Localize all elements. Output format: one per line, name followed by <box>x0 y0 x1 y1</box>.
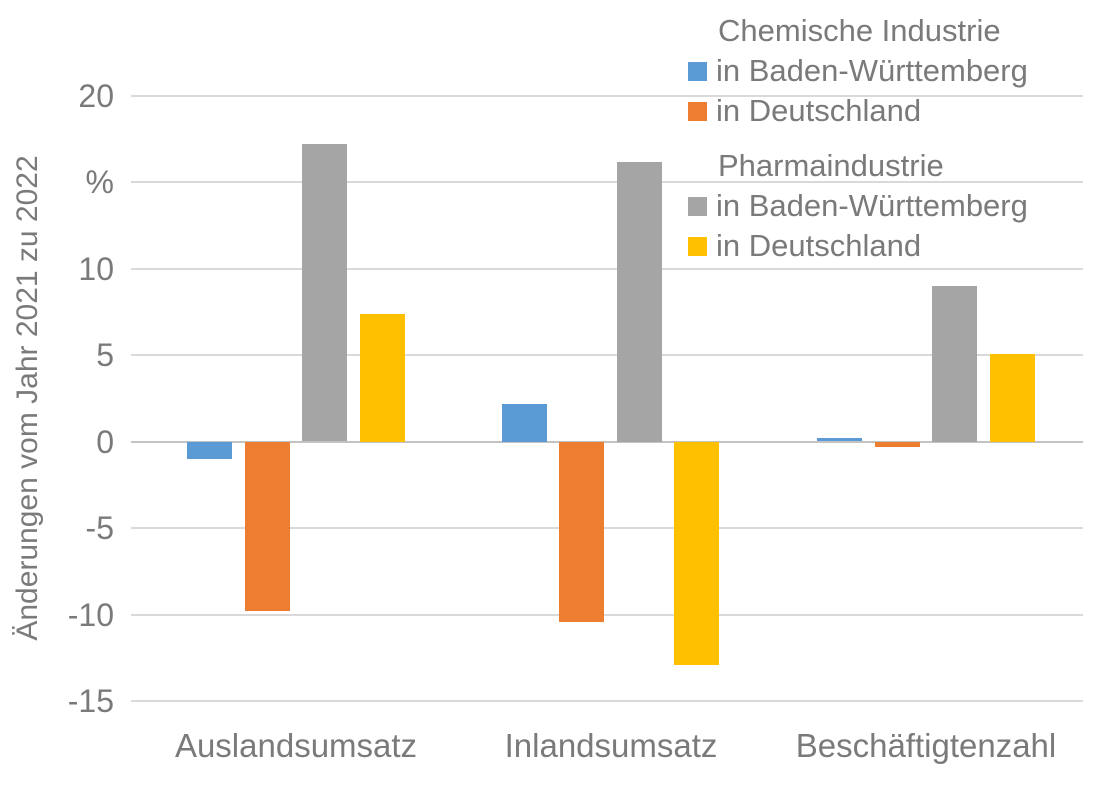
legend: Chemische Industrie in Baden-Württemberg… <box>688 10 1028 266</box>
gridline <box>131 700 1083 702</box>
bar-s2-c2 <box>932 286 977 442</box>
y-tick-label: 20 <box>78 78 114 114</box>
legend-item-pharma-de: in Deutschland <box>688 226 1028 266</box>
y-tick-label: 5 <box>96 337 114 373</box>
bar-s3-c2 <box>990 354 1035 442</box>
gridline <box>131 354 1083 356</box>
legend-item-chemie-bw: in Baden-Württemberg <box>688 51 1028 91</box>
y-axis-unit-label: % <box>85 164 114 200</box>
gridline <box>131 268 1083 270</box>
y-axis-title: Änderungen vom Jahr 2021 zu 2022 <box>11 155 44 641</box>
legend-item-label: in Baden-Württemberg <box>716 53 1028 88</box>
legend-item-label: in Deutschland <box>716 93 922 128</box>
x-category-label: Inlandsumsatz <box>504 727 718 764</box>
legend-item-pharma-bw: in Baden-Württemberg <box>688 186 1028 226</box>
x-category-label: Auslandsumsatz <box>174 727 418 764</box>
bar-s3-c1 <box>674 442 719 665</box>
legend-group-title-chemische-industrie: Chemische Industrie <box>718 12 1001 48</box>
legend-item-chemie-de: in Deutschland <box>688 91 1028 131</box>
y-tick-label: -10 <box>67 597 114 633</box>
gridline <box>131 614 1083 616</box>
bar-s0-c2 <box>817 438 862 441</box>
gridline <box>131 181 1083 183</box>
bar-s0-c1 <box>502 404 547 442</box>
bar-s2-c1 <box>617 162 662 442</box>
legend-item-label: in Deutschland <box>716 228 922 263</box>
bar-s2-c0 <box>302 144 347 441</box>
x-category-label: Beschäftigtenzahl <box>795 727 1057 764</box>
bar-s0-c0 <box>187 442 232 459</box>
y-tick-label: 0 <box>96 424 114 460</box>
bar-s1-c2 <box>875 442 920 447</box>
y-tick-label: -5 <box>85 510 114 546</box>
gridline <box>131 95 1083 97</box>
bar-s1-c1 <box>559 442 604 622</box>
legend-item-label: in Baden-Württemberg <box>716 188 1028 223</box>
legend-group-title-pharmaindustrie: Pharmaindustrie <box>718 147 944 183</box>
zero-gridline <box>131 441 1083 443</box>
legend-swatch-icon <box>688 196 707 216</box>
bar-s3-c0 <box>360 314 405 442</box>
bar-s1-c0 <box>245 442 290 611</box>
legend-swatch-icon <box>688 236 707 256</box>
gridline <box>131 527 1083 529</box>
y-tick-label: 10 <box>78 251 114 287</box>
legend-swatch-icon <box>688 61 707 81</box>
y-tick-label: -15 <box>67 683 114 719</box>
legend-swatch-icon <box>688 101 707 121</box>
